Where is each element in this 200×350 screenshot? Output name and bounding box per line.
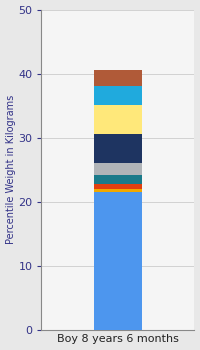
Bar	[94, 175, 142, 184]
Bar	[94, 70, 142, 86]
Bar	[94, 192, 142, 330]
Bar	[94, 189, 142, 192]
Bar	[94, 86, 142, 105]
Bar	[94, 105, 142, 134]
Y-axis label: Percentile Weight in Kilograms: Percentile Weight in Kilograms	[6, 95, 16, 244]
Bar	[94, 184, 142, 189]
Bar	[94, 134, 142, 162]
Bar	[94, 162, 142, 175]
